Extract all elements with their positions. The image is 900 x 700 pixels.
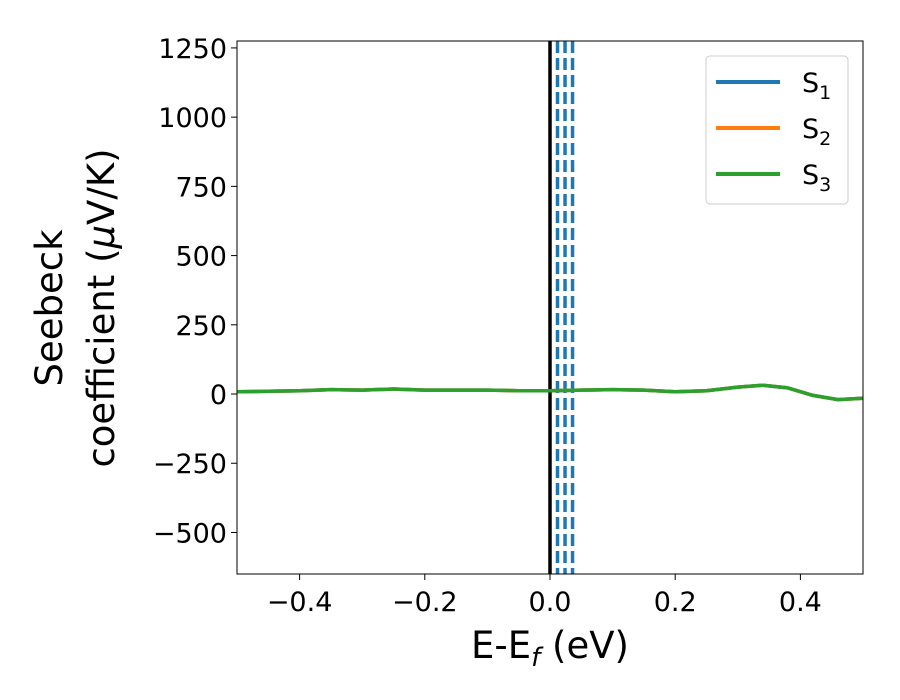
series-line-s3: [236, 383, 864, 402]
y-axis-ticks: −500 −250 0 250 500 750 1000 1250: [153, 34, 237, 549]
y-axis-label-mu: μ: [80, 225, 123, 250]
y-tick-label: 0: [210, 380, 227, 411]
y-tick-label: −500: [153, 518, 227, 549]
x-tick-label: 0.4: [779, 587, 822, 618]
y-tick-label: 500: [175, 242, 227, 273]
x-tick-label: −0.2: [392, 587, 458, 618]
y-tick-label: 1000: [158, 103, 227, 134]
y-tick-label: −250: [153, 449, 227, 480]
x-axis-label: E-Ef (eV): [471, 624, 629, 673]
y-tick-label: 1250: [158, 34, 227, 65]
y-axis-label-group: Seebeck coefficient (μV/K): [28, 148, 123, 467]
legend-label-s2: S2: [802, 114, 831, 150]
series-lines: [236, 383, 864, 402]
legend: S1 S2 S3: [705, 55, 849, 205]
legend-label-s1: S1: [802, 68, 831, 104]
y-axis-label-line2: coefficient (μV/K): [80, 148, 123, 467]
y-tick-label: 250: [175, 311, 227, 342]
y-axis-label-text: coefficient (: [80, 248, 123, 467]
plot-area: [236, 40, 864, 575]
vertical-lines: [548, 41, 575, 574]
x-tick-label: −0.4: [267, 587, 333, 618]
x-axis-ticks: −0.4 −0.2 0.0 0.2 0.4: [267, 574, 822, 618]
x-axis-label-unit: (eV): [540, 624, 629, 667]
legend-label-s3: S3: [802, 160, 831, 196]
x-axis-label-main: E-E: [471, 624, 531, 667]
y-tick-label: 750: [175, 172, 227, 203]
y-axis-label-line1: Seebeck: [28, 229, 71, 387]
y-axis-label-unit: V/K): [80, 148, 123, 224]
x-tick-label: 0.2: [654, 587, 697, 618]
x-tick-label: 0.0: [529, 587, 572, 618]
